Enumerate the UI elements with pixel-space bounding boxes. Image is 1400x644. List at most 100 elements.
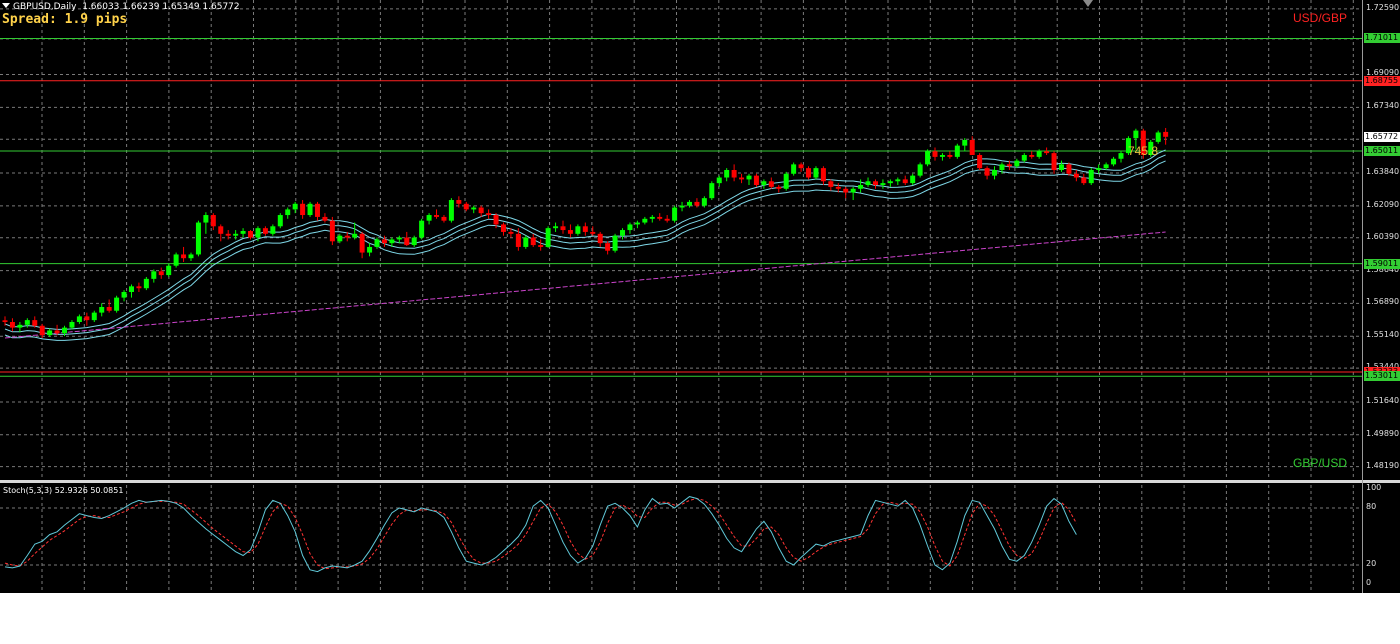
scroll-marker-icon[interactable] (1083, 0, 1093, 7)
candle-body (1051, 153, 1057, 171)
stoch-tick-label: 100 (1366, 483, 1382, 492)
candle-body (1140, 130, 1146, 155)
chart-header: GBPUSD,Daily 1.66033 1.66239 1.65349 1.6… (2, 2, 240, 12)
candle-body (359, 233, 365, 253)
candle-body (828, 181, 834, 187)
candle-body (850, 188, 856, 193)
candle-body (567, 230, 573, 234)
candle-body (813, 168, 819, 178)
level-price-tag: 1.59011 (1364, 258, 1400, 269)
stoch-tick-label: 0 (1366, 578, 1372, 587)
candle-body (240, 230, 246, 234)
candle-body (917, 164, 923, 176)
candle-body (872, 181, 878, 186)
candle-body (999, 164, 1005, 171)
price-tick-label: 1.69090 (1366, 68, 1400, 78)
candle-body (753, 175, 759, 186)
price-axis[interactable] (1362, 0, 1400, 593)
candle-body (441, 216, 447, 221)
candle-body (188, 254, 194, 259)
candle-body (739, 177, 745, 180)
candle-body (17, 324, 23, 328)
candle-body (121, 291, 127, 298)
price-tick-label: 1.67340 (1366, 101, 1400, 111)
candle-body (1014, 160, 1020, 167)
usdgbp-label: USD/GBP (1293, 11, 1348, 25)
candle-body (456, 200, 462, 204)
pane-divider[interactable] (0, 480, 1400, 483)
candle-body (69, 322, 75, 328)
candle-body (262, 228, 268, 234)
chart-window[interactable]: GBPUSD,Daily 1.66033 1.66239 1.65349 1.6… (0, 0, 1400, 593)
price-tick-label: 1.51640 (1366, 395, 1400, 405)
candle-body (337, 235, 343, 242)
candle-body (106, 306, 112, 311)
candle-body (2, 320, 8, 323)
horizontal-lines (0, 37, 1362, 377)
candle-body (761, 181, 767, 186)
candle-body (686, 201, 692, 206)
candle-body (1163, 131, 1169, 137)
candle-body (1111, 158, 1117, 165)
candle-body (701, 198, 707, 206)
candle-body (962, 139, 968, 146)
chart-grid (0, 0, 1362, 593)
candle-body (277, 215, 283, 227)
candle-body (1036, 151, 1042, 157)
price-tick-label: 1.55140 (1366, 330, 1400, 340)
candle-body (746, 175, 752, 180)
candle-body (426, 215, 432, 221)
candle-body (39, 325, 45, 336)
candle-body (843, 188, 849, 193)
candle-body (344, 235, 350, 238)
candle-body (515, 233, 521, 247)
candle-body (181, 254, 187, 259)
candle-body (195, 222, 201, 255)
candle-body (523, 237, 529, 247)
candle-body (500, 224, 506, 232)
candle-body (672, 207, 678, 221)
candle-body (1103, 164, 1109, 169)
candle-body (270, 226, 276, 234)
ma-slow (4, 231, 1166, 339)
candle-body (374, 239, 380, 247)
current-price-tag: 1.65772 (1364, 131, 1400, 142)
candle-body (545, 228, 551, 247)
candle-body (329, 220, 335, 242)
candle-body (1073, 173, 1079, 178)
candle-body (493, 215, 499, 225)
candle-body (434, 215, 440, 217)
stoch-tick-label: 20 (1366, 559, 1377, 568)
candle-body (233, 233, 239, 236)
candle-body (679, 205, 685, 208)
candle-body (664, 218, 670, 221)
stoch-signal-line (4, 497, 1077, 570)
candle-body (285, 209, 291, 216)
candle-body (582, 226, 588, 232)
candle-body (128, 286, 134, 292)
candle-body (902, 179, 908, 184)
candle-body (218, 226, 224, 234)
candle-body (1125, 138, 1131, 154)
candle-body (300, 203, 306, 216)
candle-body (776, 186, 782, 189)
level-price-tag: 1.53011 (1364, 371, 1400, 382)
candle-body (731, 170, 737, 178)
candle-body (463, 203, 469, 210)
candle-body (448, 200, 454, 221)
candle-body (657, 216, 663, 219)
candle-body (895, 179, 901, 182)
dropdown-triangle-icon[interactable] (2, 3, 10, 8)
candle-body (389, 239, 395, 244)
candle-body (62, 327, 68, 334)
candle-body (166, 265, 172, 276)
stochastic-label: Stoch(5,3,3) 52.9326 50.0851 (3, 486, 124, 495)
candle-body (590, 231, 596, 234)
chart-canvas[interactable] (0, 0, 1400, 593)
candle-body (575, 226, 581, 234)
symbol-timeframe: GBPUSD,Daily (13, 2, 77, 12)
candle-body (248, 230, 254, 238)
candle-body (411, 237, 417, 246)
price-tick-label: 1.62090 (1366, 199, 1400, 209)
candle-body (292, 203, 298, 210)
